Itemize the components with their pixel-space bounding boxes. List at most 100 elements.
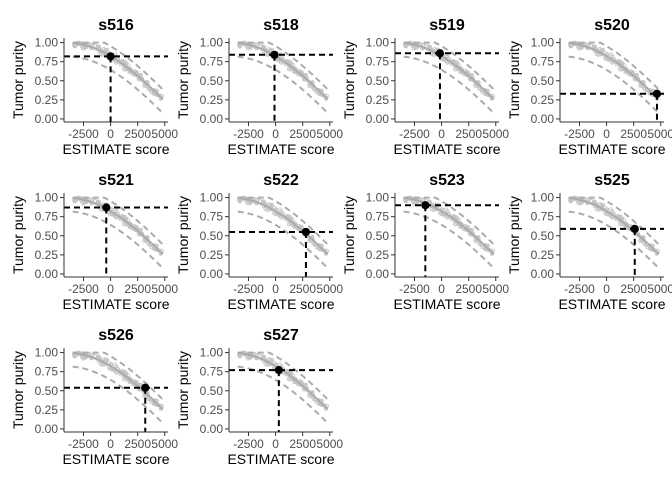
x-tick-label: 0 bbox=[438, 127, 445, 141]
x-tick-label: 2500 bbox=[124, 127, 151, 141]
panel-s516: s516 -2500 0 2500 5000 0.00 0.25 0.50 0.75 1.00 ES… bbox=[10, 17, 178, 157]
x-tick-label: 5000 bbox=[151, 437, 178, 451]
upper-band-line bbox=[403, 41, 495, 91]
upper-band-line bbox=[72, 196, 164, 246]
lower-band-line bbox=[72, 210, 164, 269]
x-axis-title: ESTIMATE score bbox=[227, 451, 334, 467]
sample-point bbox=[141, 383, 150, 392]
x-tick-label: -2500 bbox=[564, 127, 595, 141]
reference-point bbox=[237, 43, 242, 48]
plot-area bbox=[560, 195, 664, 277]
y-tick-label: 1.00 bbox=[531, 36, 555, 50]
x-tick-label: 0 bbox=[272, 127, 279, 141]
upper-band-line bbox=[403, 196, 495, 246]
y-tick-label: 0.00 bbox=[366, 112, 390, 126]
y-tick-label: 1.00 bbox=[366, 36, 390, 50]
sample-point bbox=[106, 52, 115, 61]
panel-s520: s520 -2500 0 2500 5000 0.00 0.25 0.50 0.75 1.00 ES… bbox=[506, 17, 672, 157]
y-axis-title: Tumor purity bbox=[10, 351, 26, 429]
lower-band-line bbox=[403, 210, 495, 269]
y-axis-title: Tumor purity bbox=[506, 196, 522, 274]
x-axis-title: ESTIMATE score bbox=[62, 141, 169, 157]
panel-title: s518 bbox=[263, 17, 299, 34]
x-tick-label: -2500 bbox=[233, 282, 264, 296]
lower-band-line bbox=[72, 55, 164, 114]
panel-title: s526 bbox=[98, 327, 134, 344]
y-tick-label: 0.25 bbox=[200, 248, 224, 262]
y-tick-label: 1.00 bbox=[35, 191, 59, 205]
reference-point bbox=[149, 90, 154, 95]
y-axis-title: Tumor purity bbox=[506, 41, 522, 119]
upper-band-line bbox=[237, 41, 329, 91]
x-tick-label: 2500 bbox=[289, 282, 316, 296]
reference-point bbox=[427, 200, 432, 205]
plot-area bbox=[229, 350, 333, 432]
sample-point bbox=[630, 224, 639, 233]
y-axis-title: Tumor purity bbox=[10, 41, 26, 119]
y-tick-label: 0.50 bbox=[200, 384, 224, 398]
reference-point bbox=[451, 213, 456, 218]
y-tick-label: 0.75 bbox=[35, 55, 59, 69]
reference-point bbox=[568, 198, 573, 203]
reference-point bbox=[285, 213, 290, 218]
reference-point bbox=[285, 368, 290, 373]
plot-area bbox=[64, 350, 168, 432]
panel-title: s516 bbox=[98, 17, 134, 34]
plot-area bbox=[229, 40, 333, 122]
y-tick-label: 0.75 bbox=[366, 55, 390, 69]
reference-point bbox=[453, 222, 458, 227]
reference-point bbox=[444, 207, 449, 212]
reference-point bbox=[609, 207, 614, 212]
sample-point bbox=[435, 49, 445, 58]
x-tick-label: 0 bbox=[603, 282, 610, 296]
panel-title: s525 bbox=[594, 172, 630, 189]
fit-curve bbox=[403, 196, 495, 255]
y-tick-label: 1.00 bbox=[366, 191, 390, 205]
fit-curve bbox=[568, 196, 660, 255]
panel-title: s522 bbox=[263, 172, 299, 189]
x-tick-label: 5000 bbox=[316, 282, 343, 296]
y-tick-label: 0.25 bbox=[200, 403, 224, 417]
fit-curve bbox=[568, 41, 660, 100]
x-tick-label: 2500 bbox=[289, 127, 316, 141]
reference-point bbox=[618, 67, 623, 72]
reference-point bbox=[403, 43, 408, 48]
panel-title: s527 bbox=[263, 327, 299, 344]
x-axis-title: ESTIMATE score bbox=[558, 141, 665, 157]
reference-point bbox=[616, 58, 621, 63]
x-tick-label: 0 bbox=[107, 437, 114, 451]
reference-point bbox=[616, 213, 621, 218]
y-tick-label: 0.00 bbox=[200, 112, 224, 126]
x-axis-title: ESTIMATE score bbox=[62, 296, 169, 312]
panel-s525: s525 -2500 0 2500 5000 0.00 0.25 0.50 0.75 1.00 ES… bbox=[506, 172, 672, 312]
panel-s527: s527 -2500 0 2500 5000 0.00 0.25 0.50 0.75 1.00 ES… bbox=[175, 327, 343, 467]
fit-curve bbox=[237, 41, 329, 100]
x-tick-label: -2500 bbox=[564, 282, 595, 296]
y-tick-label: 1.00 bbox=[200, 191, 224, 205]
plot-area bbox=[395, 195, 499, 277]
reference-point bbox=[261, 45, 266, 50]
x-tick-label: 5000 bbox=[316, 437, 343, 451]
reference-point bbox=[314, 245, 319, 250]
panel-s526: s526 -2500 0 2500 5000 0.00 0.25 0.50 0.75 1.00 ES… bbox=[10, 327, 178, 467]
reference-point bbox=[618, 214, 623, 219]
x-tick-label: 2500 bbox=[620, 127, 647, 141]
x-tick-label: -2500 bbox=[68, 127, 99, 141]
y-axis-title: Tumor purity bbox=[175, 196, 191, 274]
sample-point bbox=[270, 50, 279, 59]
reference-point bbox=[149, 400, 154, 405]
plot-area bbox=[229, 195, 333, 277]
reference-point bbox=[427, 45, 432, 50]
x-tick-label: 2500 bbox=[289, 437, 316, 451]
sample-point bbox=[102, 203, 111, 212]
x-tick-label: 5000 bbox=[482, 282, 509, 296]
reference-point bbox=[113, 362, 118, 367]
y-tick-label: 0.75 bbox=[531, 210, 555, 224]
reference-point bbox=[72, 353, 77, 358]
reference-point bbox=[599, 203, 604, 208]
x-tick-label: 5000 bbox=[482, 127, 509, 141]
reference-point bbox=[314, 400, 319, 405]
sample-point bbox=[274, 366, 283, 375]
y-tick-label: 0.50 bbox=[366, 229, 390, 243]
y-tick-label: 0.75 bbox=[35, 365, 59, 379]
